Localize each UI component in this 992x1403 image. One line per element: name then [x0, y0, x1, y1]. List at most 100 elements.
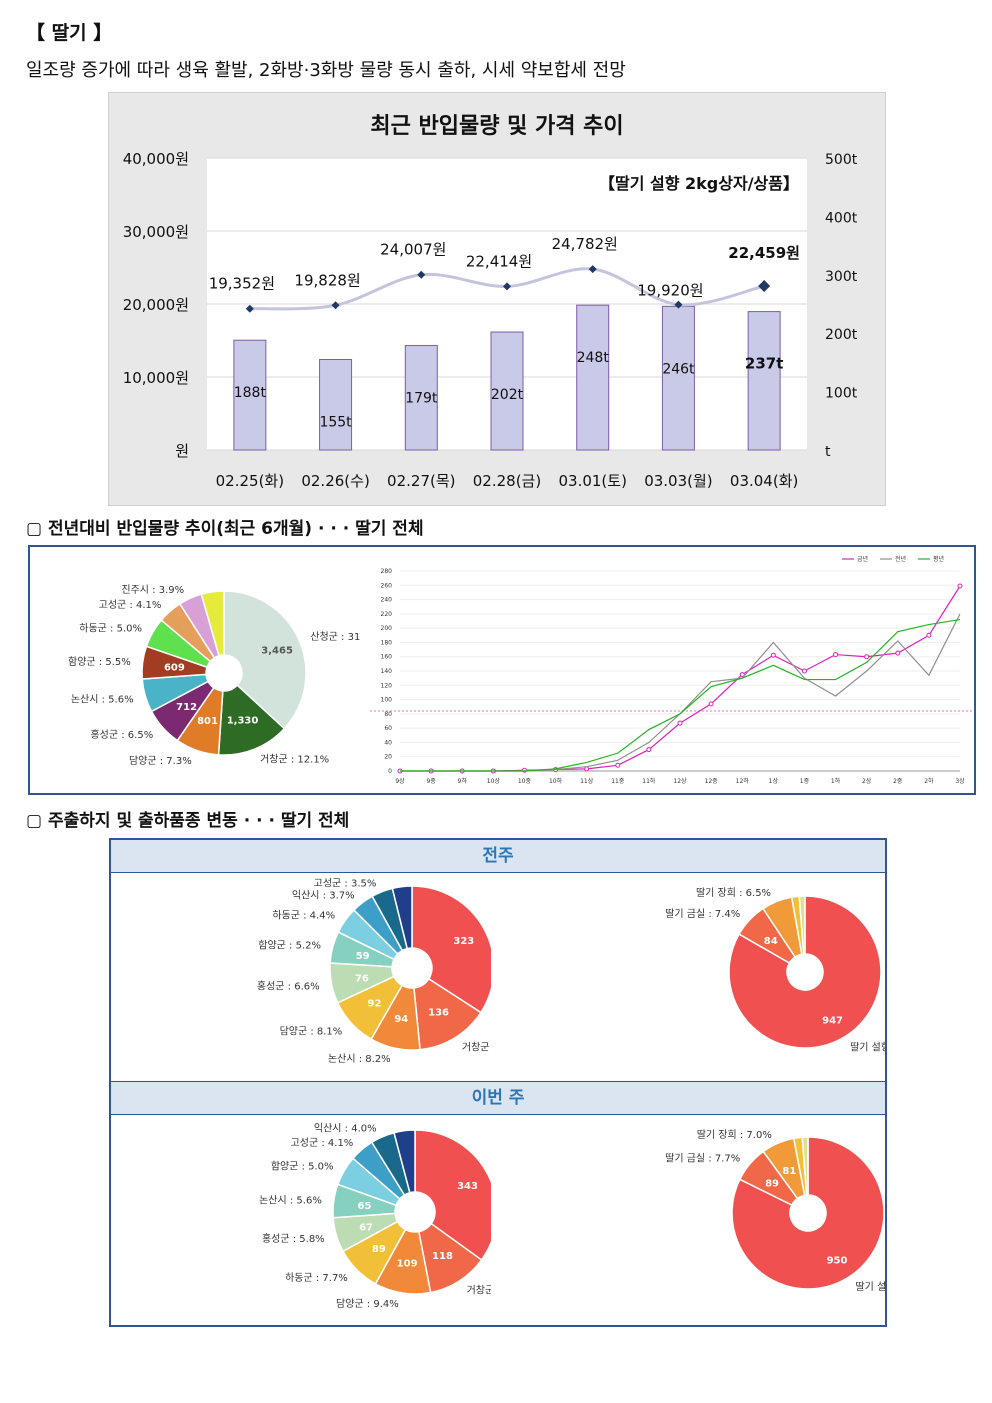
series-marker: [864, 654, 870, 660]
pie-outer-label: 하동군 : 7.7%: [285, 1271, 348, 1284]
yoy-section-title: ▢ 전년대비 반입물량 추이(최근 6개월) · · · 딸기 전체: [26, 519, 424, 539]
x-tick-label: 12중: [705, 778, 719, 785]
pie-outer-label: 홍성군 : 5.8%: [262, 1232, 325, 1245]
pie-outer-label: 하동군 : 4.4%: [272, 909, 335, 922]
x-tick-label: 1하: [831, 777, 841, 785]
price-marker: [758, 280, 771, 293]
price-data-label: 19,828원: [294, 271, 360, 289]
pie-slice: [200, 590, 225, 657]
x-tick-label: 2상: [862, 777, 872, 785]
x-tick-label: 1상: [769, 777, 779, 785]
y-tick-label: 40: [384, 739, 392, 746]
x-tick-label: 02.25(화): [216, 472, 284, 490]
yoy-pie-chart: 3,465 산청군 : 31.4% 1,330 거창군 : 12.1% 801 담양군 :…: [68, 584, 360, 767]
x-tick-label: 02.28(금): [473, 472, 541, 490]
chart-annotation: 【딸기 설향 2kg상자/상품】: [599, 174, 799, 193]
legend-label: 전년: [895, 555, 906, 563]
pie-inner-label: 947: [822, 1016, 843, 1027]
pie-inner-label: 609: [164, 663, 185, 674]
series-marker: [708, 701, 714, 707]
pie-outer-label: 하동군 : 5.0%: [79, 622, 142, 635]
x-tick-label: 1중: [800, 778, 810, 785]
pie-outer-label: 딸기 금실 : 7.4%: [665, 908, 740, 920]
y-tick-label: 20: [384, 754, 392, 761]
pie-slice: [728, 895, 882, 1049]
y-tick-label: 80: [384, 711, 392, 718]
pie-outer-label: 고성군 : 4.1%: [291, 1137, 354, 1149]
pie-outer-label: 익산시 : 4.0%: [314, 1122, 377, 1134]
pie-inner-label: 84: [764, 936, 778, 947]
left-tick-label: 10,000원: [123, 369, 189, 387]
price-marker: [417, 270, 426, 279]
pie-inner-label: 323: [453, 936, 474, 947]
series-marker: [646, 747, 652, 753]
pie-outer-label: 딸기 설향 : 83.3%: [850, 1041, 885, 1053]
bar-data-label: 248t: [577, 350, 610, 366]
x-tick-label: 11하: [642, 777, 656, 785]
pie-inner-label: 109: [397, 1258, 418, 1269]
bar: [747, 311, 781, 451]
prev-variety-pie-chart: 947 딸기 설향 : 83.3% 84 딸기 금실 : 7.4% 딸기 장희 : 6.…: [665, 887, 885, 1053]
combo-chart: 최근 반입물량 및 가격 추이 【딸기 설향 2kg상자/상품】 원 10,000원 2…: [123, 114, 858, 490]
y-tick-label: 280: [381, 568, 393, 575]
this-week-header: 이번 주: [111, 1081, 885, 1115]
page-title: 【 딸기 】: [26, 22, 113, 44]
pie-outer-label: 거창군 : 11.9%: [462, 1042, 491, 1054]
right-tick-label: 300t: [825, 269, 858, 285]
y-tick-label: 0: [388, 768, 392, 775]
x-tick-label: 3상: [955, 777, 965, 785]
price-data-label: 24,782원: [552, 235, 618, 253]
price-data-label: 22,414원: [466, 252, 532, 270]
pie-slice: [414, 1129, 491, 1262]
pie-slice: [223, 590, 307, 730]
pie-outer-label: 담양군 : 9.4%: [336, 1298, 399, 1310]
pie-inner-label: 3,465: [261, 646, 293, 657]
legend-label: 금년: [857, 555, 868, 563]
x-tick-label: 11중: [611, 778, 625, 785]
bar: [404, 344, 438, 451]
pie-slice: [801, 1136, 809, 1196]
pie-slice: [413, 977, 482, 1051]
pie-outer-label: 딸기 설향 : 82.3%: [855, 1281, 885, 1293]
bar-data-label: 188t: [234, 385, 267, 401]
pie-inner-label: 89: [372, 1244, 386, 1255]
right-tick-label: 400t: [825, 210, 858, 226]
x-tick-label: 02.26(수): [301, 472, 369, 490]
price-marker: [588, 265, 597, 274]
y-tick-label: 120: [381, 682, 393, 689]
pie-outer-label: 고성군 : 4.1%: [99, 599, 162, 611]
right-tick-label: t: [825, 444, 831, 460]
pie-outer-label: 담양군 : 8.1%: [280, 1025, 343, 1037]
series-marker: [584, 766, 590, 772]
right-tick-label: 200t: [825, 327, 858, 343]
pie-outer-label: 거창군 : 12.1%: [260, 753, 329, 765]
yoy-line-chart: 0 20 40 60 80 100 120 140 160 180 200 220 240 260 280 9…: [370, 555, 972, 785]
pie-outer-label: 익산시 : 3.7%: [292, 890, 355, 902]
bar: [490, 331, 524, 451]
pie-outer-label: 함양군 : 5.2%: [258, 940, 321, 952]
x-tick-label: 9중: [426, 778, 436, 785]
bar: [576, 304, 610, 451]
x-tick-label: 2중: [893, 778, 903, 785]
combo-chart-frame: 최근 반입물량 및 가격 추이 【딸기 설향 2kg상자/상품】 원 10,000원 2…: [108, 92, 886, 506]
left-tick-label: 원: [175, 442, 189, 460]
pie-slice: [393, 1129, 416, 1194]
pie-inner-label: 343: [457, 1181, 478, 1192]
pie-inner-label: 712: [176, 702, 197, 713]
pie-inner-label: 76: [355, 974, 369, 985]
series-marker: [801, 668, 807, 674]
x-tick-label: 12하: [736, 777, 750, 785]
pie-inner-label: 81: [782, 1166, 796, 1177]
y-tick-label: 240: [381, 597, 393, 604]
pie-outer-label: 논산시 : 5.6%: [259, 1194, 322, 1206]
x-tick-label: 10상: [487, 777, 501, 785]
pie-inner-label: 118: [432, 1251, 453, 1262]
chart-title: 최근 반입물량 및 가격 추이: [370, 114, 623, 139]
pie-slice: [731, 1136, 885, 1290]
y-tick-label: 100: [381, 697, 393, 704]
x-tick-label: 11상: [580, 777, 594, 785]
pie-outer-label: 고성군 : 3.5%: [314, 877, 377, 889]
price-marker: [331, 301, 340, 310]
